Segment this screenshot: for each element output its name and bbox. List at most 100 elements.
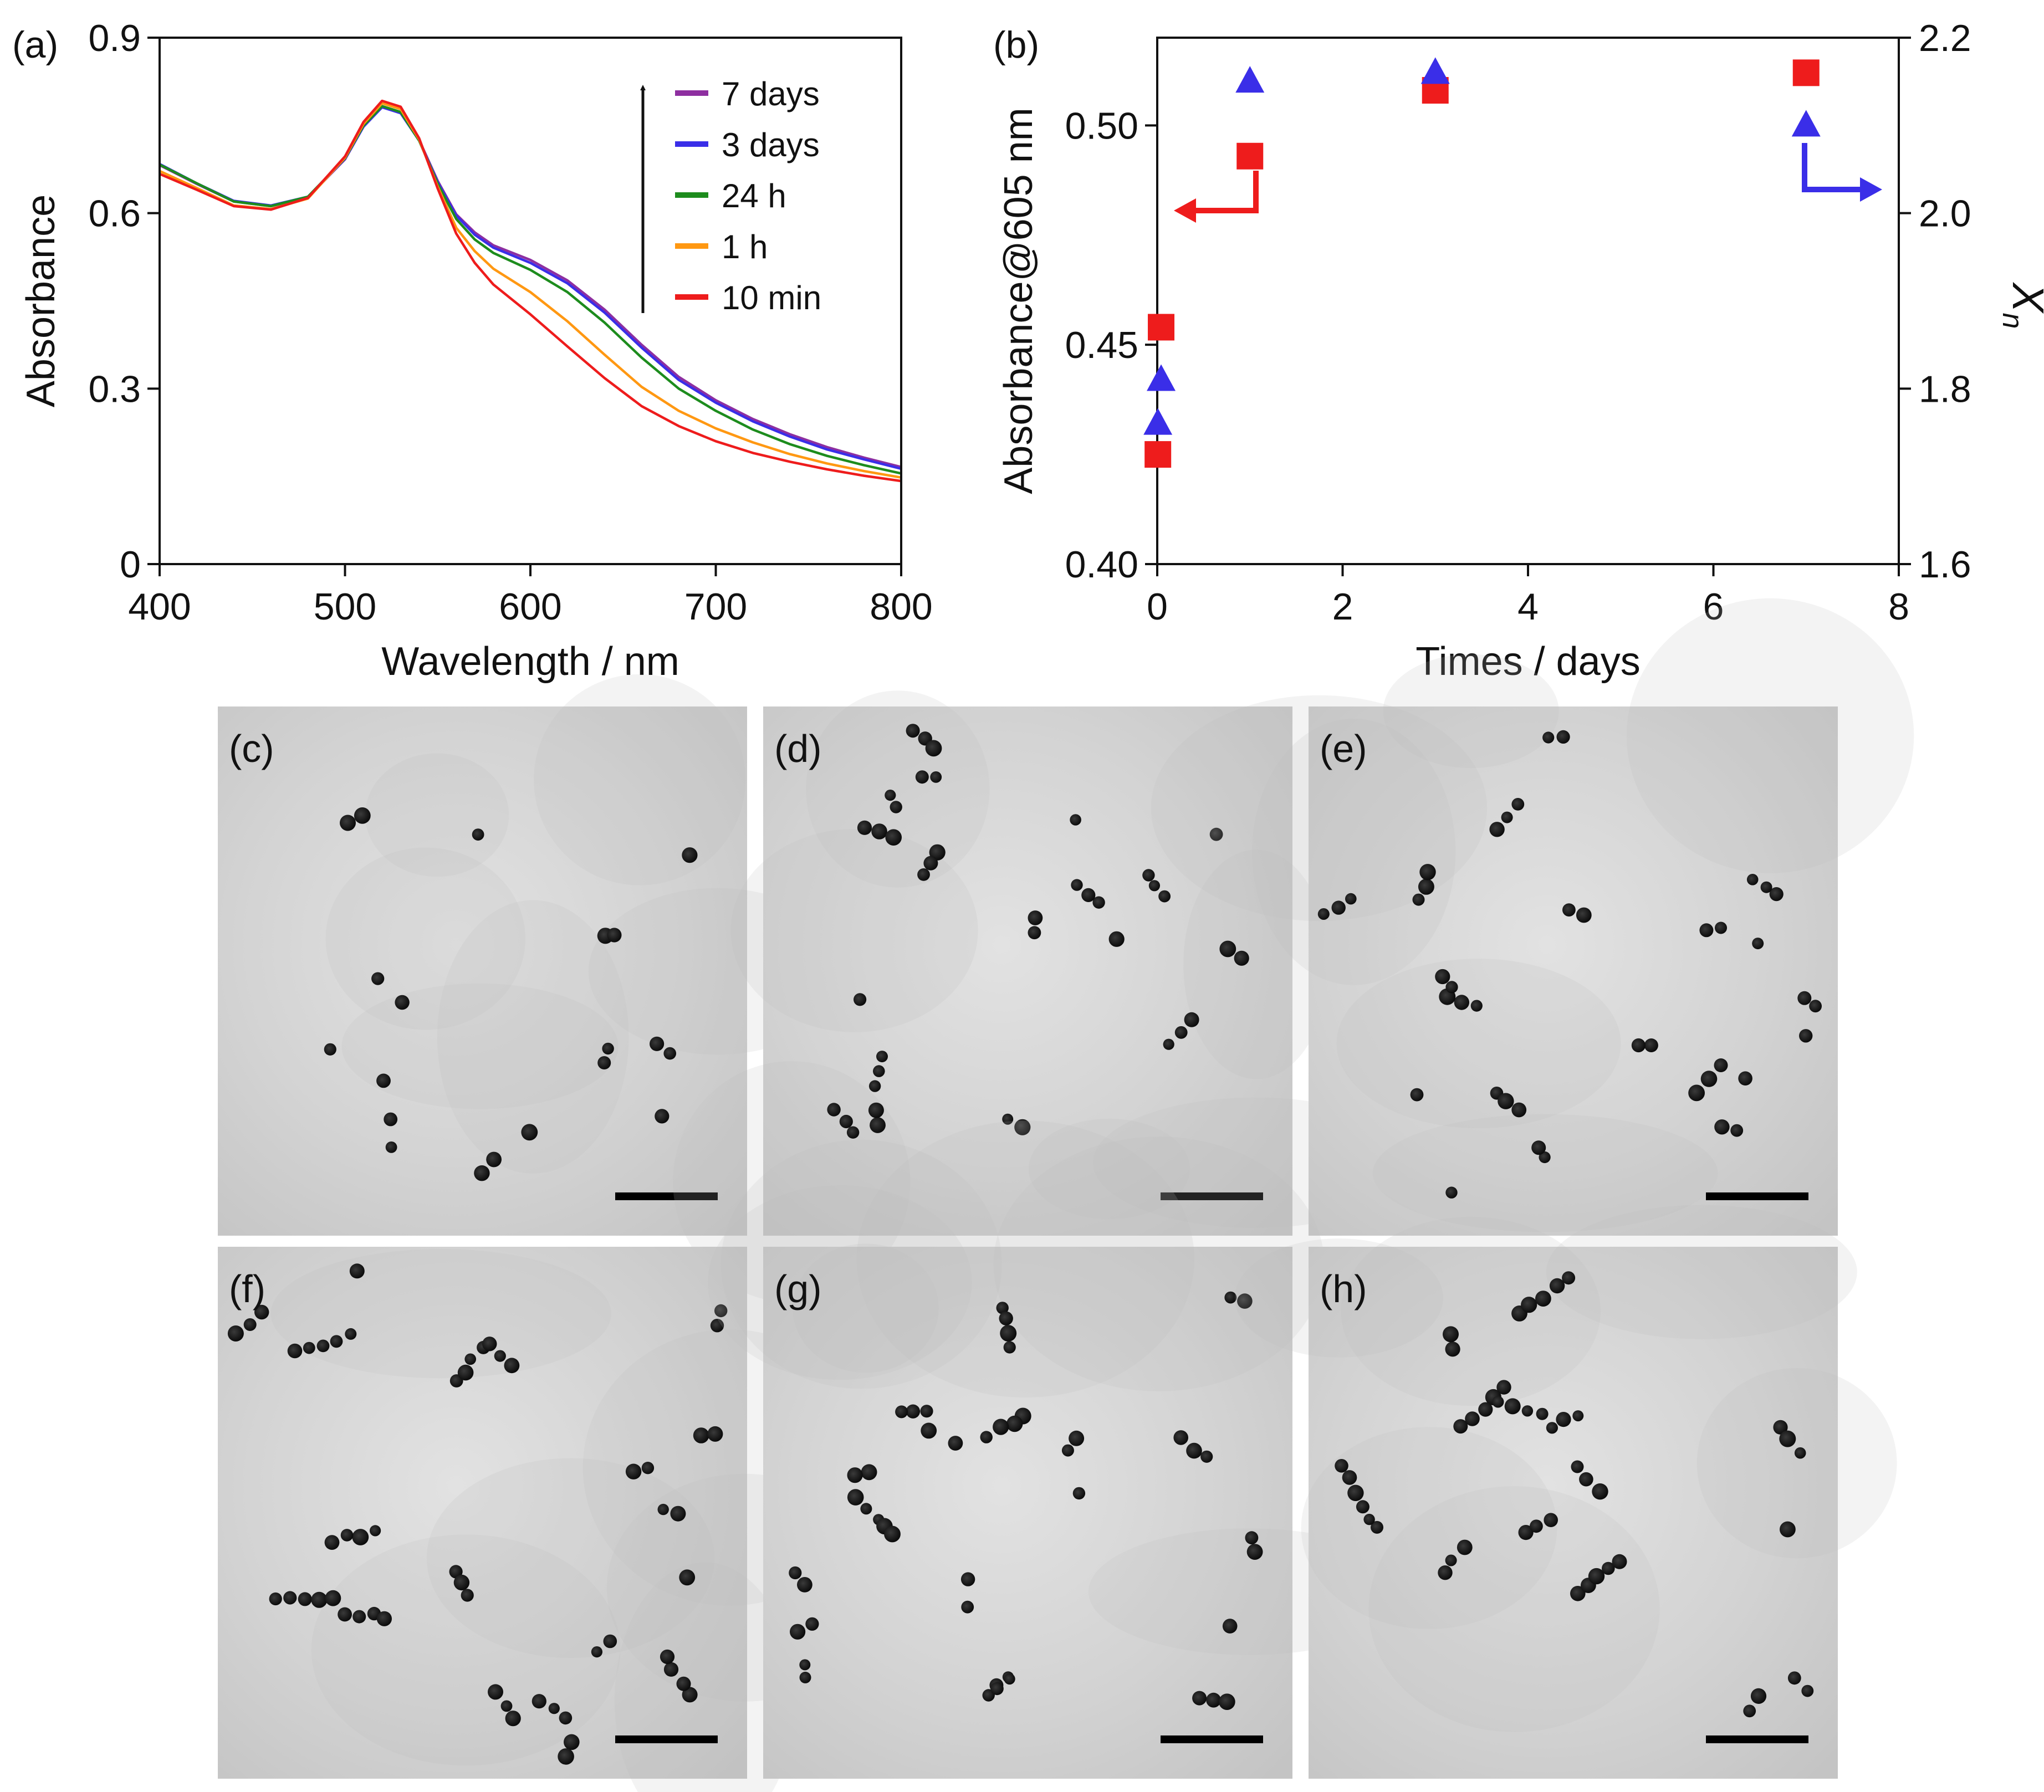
nanoparticle — [1148, 880, 1160, 892]
tem-panel-label: (d) — [774, 727, 822, 770]
nanoparticle — [682, 847, 698, 863]
nanoparticle — [1108, 931, 1125, 947]
nanoparticle — [1700, 1071, 1718, 1087]
nanoparticle — [1715, 921, 1727, 934]
nanoparticle — [340, 815, 356, 831]
panel-a-legend: 7 days 3 days 24 h 1 h 10 min — [675, 75, 821, 316]
nanoparticle — [980, 1431, 993, 1443]
nanoparticle — [920, 1405, 933, 1418]
nanoparticle — [500, 1700, 513, 1712]
panel-b-left-axis-indicator-arrow — [1192, 171, 1259, 213]
nanoparticle — [906, 724, 920, 738]
nanoparticle — [1363, 1513, 1375, 1525]
panel-a-y-tick-label: 0.6 — [88, 193, 141, 235]
nanoparticle — [287, 1343, 303, 1359]
legend-label-1-h: 1 h — [722, 228, 768, 265]
nanoparticle — [923, 856, 938, 871]
nanoparticle — [1200, 1450, 1213, 1463]
panel-a-y-axis-label: Absorbance — [19, 194, 63, 407]
panel-b-label: (b) — [993, 24, 1039, 66]
nanoparticle — [860, 1503, 872, 1515]
nanoparticle — [707, 1426, 723, 1442]
nanoparticle — [1588, 1568, 1605, 1585]
nanoparticle — [1571, 1460, 1584, 1473]
nanoparticle — [370, 1525, 381, 1537]
nanoparticle — [1006, 1415, 1023, 1432]
tem-texture — [365, 753, 509, 877]
nanoparticle — [1028, 910, 1043, 925]
tem-panel-h: (h) — [1234, 1205, 1897, 1779]
nanoparticle — [1530, 1519, 1543, 1533]
nanoparticle — [1174, 1026, 1188, 1039]
nanoparticle — [625, 1463, 642, 1479]
nanoparticle — [505, 1711, 521, 1727]
nanoparticle — [1453, 1419, 1468, 1434]
panel-b-y2-tick-label: 1.8 — [1919, 368, 1971, 410]
nanoparticle — [384, 1112, 398, 1127]
nanoparticle — [1317, 908, 1330, 920]
tem-panel-label: (e) — [1320, 727, 1367, 770]
nanoparticle — [961, 1600, 974, 1614]
tem-texture — [793, 1243, 939, 1373]
nanoparticle — [1531, 1140, 1546, 1155]
nanoparticle — [316, 1339, 330, 1353]
tem-image-background — [763, 1247, 1292, 1779]
tem-texture — [1151, 695, 1488, 921]
nanoparticle — [325, 1590, 341, 1606]
nanoparticle — [1209, 827, 1223, 841]
panel-b-axes-frame — [1156, 37, 1900, 565]
nanoparticle — [324, 1043, 336, 1056]
panel-b-y2-axis-label: X n — [1996, 281, 2044, 329]
nanoparticle — [1631, 1038, 1646, 1053]
tem-image-background — [218, 706, 747, 1236]
nanoparticle — [1743, 1704, 1756, 1718]
nanoparticle — [303, 1342, 315, 1354]
tem-texture — [426, 1458, 715, 1658]
nanoparticle — [1234, 950, 1249, 966]
nanoparticle — [799, 1659, 811, 1671]
tem-panel-d: (d) — [673, 690, 1418, 1303]
panel-a-x-tick-label: 800 — [870, 586, 932, 628]
nanoparticle — [884, 1525, 901, 1543]
tem-texture — [534, 674, 746, 885]
nanoparticle — [1061, 1444, 1074, 1457]
tem-texture — [614, 1562, 795, 1792]
nanoparticle — [395, 995, 410, 1010]
tem-panel-c: (c) — [218, 674, 846, 1236]
legend-label-10-min: 10 min — [722, 279, 821, 316]
nanoparticle — [1492, 1396, 1504, 1408]
nanoparticle — [868, 1080, 881, 1092]
nanoparticle — [340, 1529, 354, 1542]
nanoparticle — [921, 1422, 937, 1439]
nanoparticle — [847, 1489, 864, 1506]
tem-panel-f: (f) — [218, 1247, 882, 1792]
nanoparticle — [1501, 811, 1513, 823]
nanoparticle — [1797, 991, 1812, 1005]
nanoparticle — [1419, 864, 1436, 880]
tem-texture — [1383, 654, 1559, 769]
tem-texture — [1029, 1118, 1190, 1220]
nanoparticle — [591, 1646, 602, 1658]
nanoparticle — [885, 790, 896, 801]
nanoparticle — [1457, 1539, 1473, 1555]
nanoparticle — [1465, 1411, 1480, 1426]
nanoparticle — [1801, 1685, 1814, 1697]
nanoparticle — [1799, 1029, 1813, 1043]
nanoparticle — [1576, 907, 1592, 923]
nanoparticle — [915, 770, 929, 784]
nanoparticle — [1714, 1058, 1728, 1072]
nanoparticle — [1612, 1554, 1627, 1569]
nanoparticle — [1556, 1412, 1571, 1427]
nanoparticle — [532, 1694, 546, 1709]
nanoparticle — [1730, 1124, 1744, 1137]
nanoparticle — [1542, 731, 1555, 744]
nanoparticle — [602, 1042, 614, 1055]
nanoparticle — [789, 1566, 802, 1580]
nanoparticle — [464, 1353, 476, 1365]
panel-a-label: (a) — [12, 24, 58, 66]
nanoparticle — [243, 1318, 257, 1331]
nanoparticle — [1579, 1472, 1593, 1487]
nanoparticle — [376, 1611, 392, 1626]
nanoparticle — [663, 1662, 679, 1677]
nanoparticle — [1245, 1531, 1259, 1545]
